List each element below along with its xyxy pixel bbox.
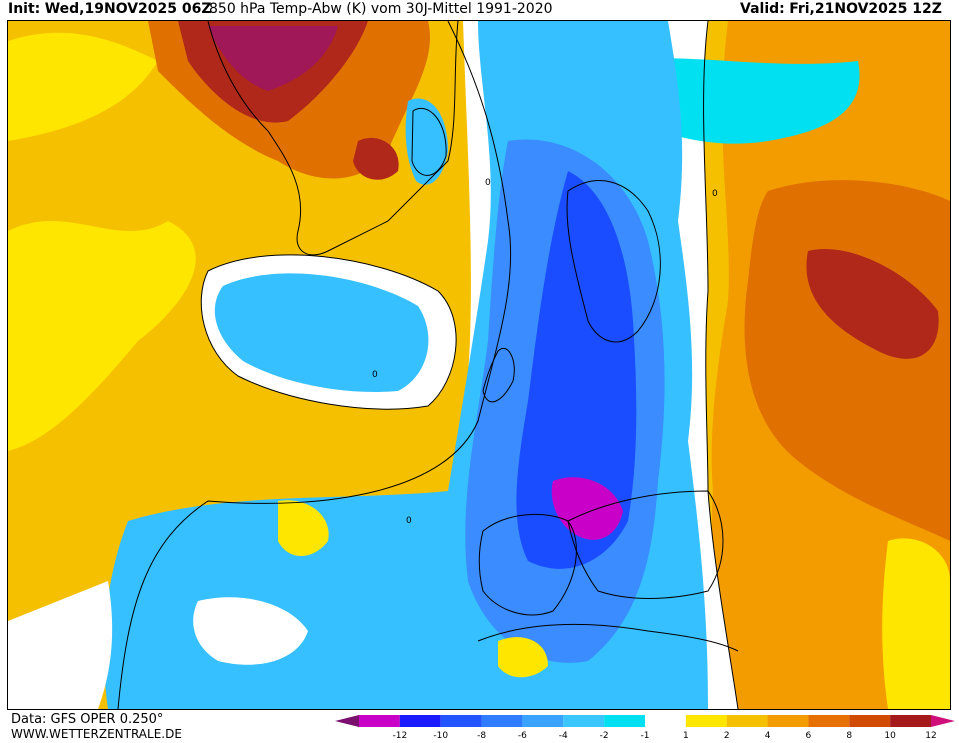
color-scale-legend: -12 -10 -8 -6 -4 -2 -1 1 2 4 6 8 10 12: [335, 713, 959, 741]
legend-tick-label: 12: [925, 731, 936, 739]
eastern-zero-contour: [703, 21, 739, 709]
iceland-coast: [411, 107, 447, 176]
southeast-yellow-area: [882, 538, 950, 709]
valid-text: Valid: Fri,21NOV2025 12Z: [740, 2, 942, 17]
legend-tick-label: 8: [846, 731, 852, 739]
azores-yellow-patch: [278, 500, 329, 556]
east-greenland-hot-patch: [353, 137, 399, 180]
temperature-anomaly-map: 0 0 0 0: [7, 20, 951, 710]
north-africa-yellow-patch: [498, 637, 548, 678]
legend-tick-label: 1: [683, 731, 689, 739]
iberia-coast: [478, 513, 577, 616]
southwest-neutral-patch: [193, 597, 308, 665]
zero-contours: [117, 21, 739, 709]
british-isles-coast: [482, 348, 515, 403]
greenland-coast: [207, 21, 459, 256]
contour-label-atlantic: 0: [372, 370, 378, 380]
mediterranean-coast: [567, 490, 724, 599]
contour-label-southwest: 0: [406, 516, 412, 526]
contour-label-east: 0: [712, 189, 718, 199]
legend-swatch: [849, 715, 891, 727]
valid-value: Fri,21NOV2025 12Z: [789, 1, 942, 17]
legend-tick-label: -1: [641, 731, 650, 739]
map-canvas: 0 0 0 0: [8, 21, 950, 709]
website-text: WWW.WETTERZENTRALE.DE: [11, 727, 182, 741]
europe-cold-trough-core: [516, 171, 637, 569]
map-header: Init: Wed,19NOV2025 06Z 850 hPa Temp-Abw…: [0, 0, 959, 20]
init-text: Init: Wed,19NOV2025 06Z: [8, 2, 212, 17]
contour-label-norway-sea: 0: [485, 178, 491, 188]
init-label: Init:: [8, 1, 41, 17]
western-zero-contour: [117, 21, 512, 709]
map-title: 850 hPa Temp-Abw (K) vom 30J-Mittel 1991…: [209, 1, 553, 17]
legend-tick-label: 4: [765, 731, 771, 739]
legend-tick-label: -12: [393, 731, 408, 739]
legend-tick-label: -2: [600, 731, 609, 739]
coastlines: [207, 21, 739, 652]
legend-swatch: [767, 715, 809, 727]
atlantic-cold-pool: [214, 273, 429, 392]
legend-swatch: [359, 715, 400, 727]
legend-tick-label: 10: [884, 731, 896, 739]
legend-tick-label: -8: [477, 731, 486, 739]
legend-arrow-left: [335, 715, 359, 727]
greenland-extreme-core: [208, 26, 338, 91]
data-source-text: Data: GFS OPER 0.250°: [11, 712, 164, 727]
legend-tick-label: 2: [724, 731, 730, 739]
legend-swatch: [481, 715, 523, 727]
atlantic-zero-contour: [200, 254, 457, 410]
legend-tick-label: 6: [806, 731, 812, 739]
iberia-extreme-cold-core: [551, 477, 623, 540]
legend-swatch: [440, 715, 482, 727]
scandinavia-coast: [566, 180, 661, 343]
north-africa-coast: [477, 623, 739, 652]
legend-swatch: [522, 715, 564, 727]
legend-tick-label: -4: [559, 731, 568, 739]
valid-label: Valid:: [740, 1, 785, 17]
iceland-cold-patch: [405, 98, 448, 185]
init-value: Wed,19NOV2025 06Z: [44, 1, 212, 17]
yellow-anomaly-west: [8, 221, 196, 451]
legend-tick-label: -10: [433, 731, 448, 739]
southwest-atlantic-cold: [104, 491, 463, 709]
legend-swatch: [399, 715, 441, 727]
legend-swatch: [563, 715, 605, 727]
legend-tick-label: -6: [518, 731, 527, 739]
legend-swatch: [726, 715, 768, 727]
southwest-edge-neutral: [8, 581, 113, 709]
legend-swatch: [645, 715, 686, 727]
legend-bar: -12 -10 -8 -6 -4 -2 -1 1 2 4 6 8 10 12: [335, 715, 955, 741]
legend-swatch: [890, 715, 931, 727]
russia-hot-anomaly: [744, 180, 950, 541]
yellow-anomaly-northwest: [8, 32, 158, 141]
legend-swatch: [685, 715, 727, 727]
russia-hot-core: [806, 249, 939, 359]
legend-arrow-right: [931, 715, 955, 727]
legend-swatch: [808, 715, 850, 727]
legend-swatch: [604, 715, 645, 727]
